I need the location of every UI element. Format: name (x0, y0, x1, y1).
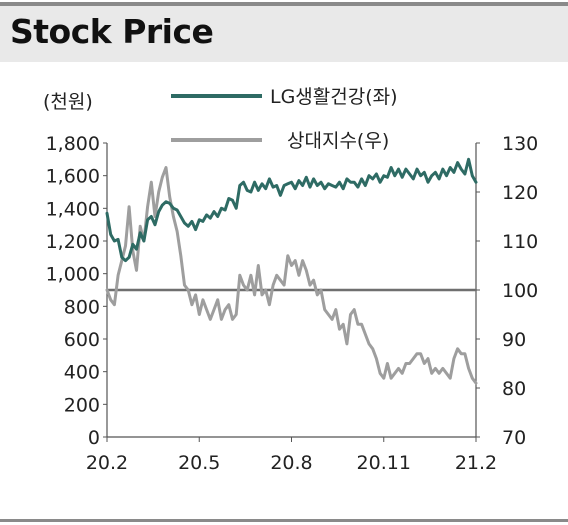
x-tick-label: 20.5 (178, 452, 220, 474)
left-tick-label: 1,200 (46, 231, 100, 253)
left-tick-label: 1,800 (46, 133, 100, 155)
right-tick-label: 70 (502, 427, 526, 449)
left-tick-label: 1,000 (46, 264, 100, 286)
right-tick-label: 100 (502, 280, 538, 302)
right-tick-label: 110 (502, 231, 538, 253)
legend-label-stock: LG생활건강(좌) (270, 86, 398, 108)
title-band (0, 6, 568, 62)
x-tick-label: 21.2 (455, 452, 497, 474)
left-tick-label: 400 (64, 362, 100, 384)
right-tick-label: 80 (502, 378, 526, 400)
x-tick-label: 20.2 (86, 452, 128, 474)
right-tick-label: 130 (502, 133, 538, 155)
left-tick-label: 600 (64, 329, 100, 351)
top-rule (0, 2, 568, 6)
chart-title: Stock Price (10, 12, 214, 51)
x-tick-label: 20.11 (357, 452, 411, 474)
left-tick-label: 800 (64, 296, 100, 318)
series-line-stock (105, 157, 478, 263)
unit-label: (천원) (43, 91, 93, 113)
left-tick-label: 1,600 (46, 166, 100, 188)
series-line-relative (105, 166, 478, 385)
left-tick-label: 1,400 (46, 198, 100, 220)
left-tick-label: 200 (64, 394, 100, 416)
legend-label-relative: 상대지수(우) (287, 130, 389, 152)
right-tick-label: 90 (502, 329, 526, 351)
bottom-rule (0, 519, 568, 522)
left-tick-label: 0 (88, 427, 100, 449)
x-tick-label: 20.8 (270, 452, 312, 474)
right-tick-label: 120 (502, 182, 538, 204)
